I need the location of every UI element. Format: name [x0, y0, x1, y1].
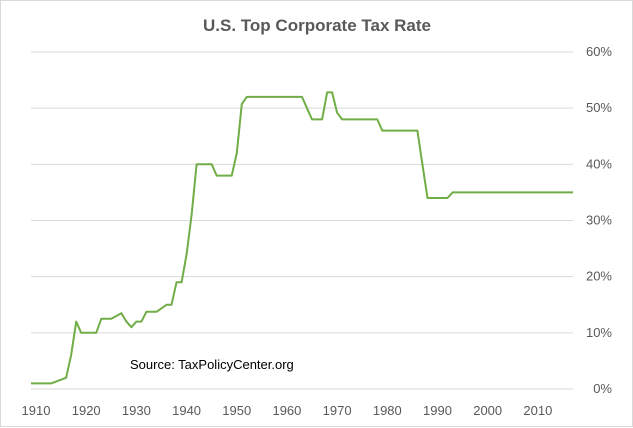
- y-tick-label: 50%: [586, 100, 612, 115]
- y-tick-label: 0%: [593, 381, 612, 396]
- source-annotation: Source: TaxPolicyCenter.org: [130, 357, 294, 372]
- x-tick-label: 1950: [222, 403, 251, 418]
- chart-title: U.S. Top Corporate Tax Rate: [203, 16, 431, 35]
- gridlines: [31, 51, 573, 390]
- tax-rate-series-line: [31, 91, 573, 385]
- y-tick-label: 60%: [586, 44, 612, 59]
- x-tick-label: 1940: [172, 403, 201, 418]
- y-axis-tick-labels: 0% 10% 20% 30% 40% 50% 60%: [586, 44, 612, 396]
- y-tick-label: 40%: [586, 156, 612, 171]
- x-tick-label: 2010: [523, 403, 552, 418]
- x-axis-tick-labels: 1910 1920 1930 1940 1950 1960 1970 1980 1990 2000…: [22, 403, 553, 418]
- x-tick-label: 1910: [22, 403, 51, 418]
- y-tick-label: 20%: [586, 269, 612, 284]
- x-tick-label: 1930: [122, 403, 151, 418]
- y-tick-label: 10%: [586, 325, 612, 340]
- x-tick-label: 1970: [323, 403, 352, 418]
- x-tick-label: 1980: [373, 403, 402, 418]
- x-tick-label: 1960: [272, 403, 301, 418]
- x-tick-label: 1920: [72, 403, 101, 418]
- x-tick-label: 2000: [473, 403, 502, 418]
- y-tick-label: 30%: [586, 213, 612, 228]
- x-tick-label: 1990: [423, 403, 452, 418]
